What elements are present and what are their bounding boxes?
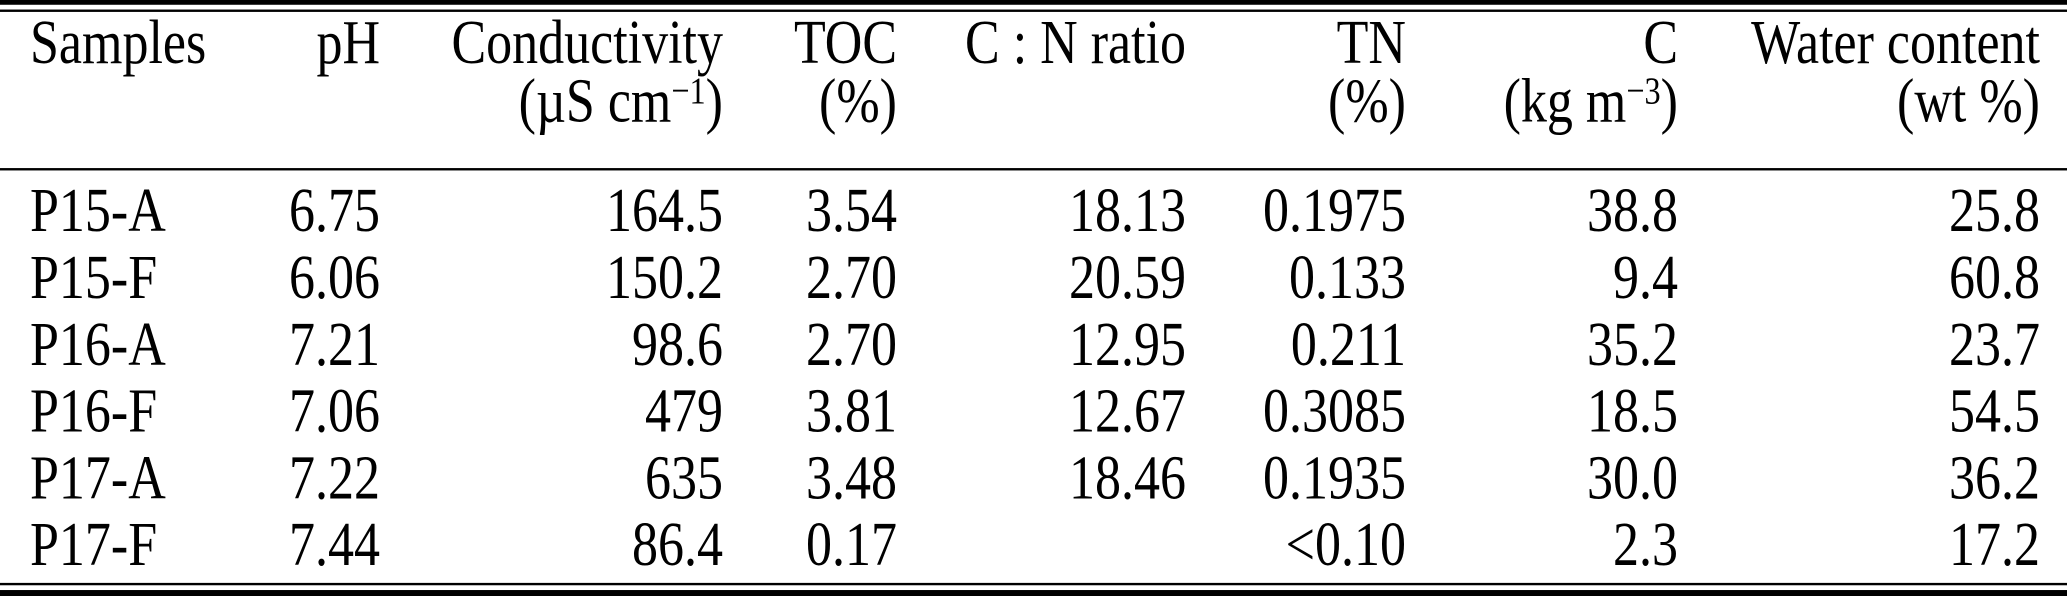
col-header-samples: Samples bbox=[30, 9, 207, 78]
header-rule bbox=[0, 168, 2067, 171]
cell-ph: 6.75 bbox=[289, 177, 380, 246]
cell-tn: 0.133 bbox=[1289, 244, 1406, 313]
cell-toc: 3.48 bbox=[806, 444, 897, 513]
col-header-cn-ratio: C : N ratio bbox=[965, 9, 1186, 78]
table-header: Samples pH Conductivity TOC C : N ratio … bbox=[0, 12, 2040, 168]
cell-water: 23.7 bbox=[1949, 311, 2040, 380]
col-unit-water: (wt %) bbox=[1897, 67, 2040, 136]
col-unit-conductivity: (µS cm−1) bbox=[518, 67, 723, 136]
cell-ph: 7.06 bbox=[289, 377, 380, 446]
cell-conductivity: 635 bbox=[645, 444, 723, 513]
header-units-row: (µS cm−1) (%) (%) (kg m−3) (wt %) bbox=[0, 67, 2040, 168]
cell-ph: 6.06 bbox=[289, 244, 380, 313]
table-row-p15-a: P15-A 6.75 164.5 3.54 18.13 0.1975 38.8 … bbox=[0, 177, 2040, 246]
cell-ph: 7.44 bbox=[289, 511, 380, 580]
cell-c: 2.3 bbox=[1613, 511, 1678, 580]
cell-c: 18.5 bbox=[1587, 377, 1678, 446]
cell-toc: 2.70 bbox=[806, 244, 897, 313]
cell-water: 36.2 bbox=[1949, 444, 2040, 513]
cell-sample: P16-A bbox=[30, 311, 166, 380]
cell-sample: P17-A bbox=[30, 444, 166, 513]
table-row-p15-f: P15-F 6.06 150.2 2.70 20.59 0.133 9.4 60… bbox=[0, 244, 2040, 313]
table-row-p17-f: P17-F 7.44 86.4 0.17 <0.10 2.3 17.2 bbox=[0, 511, 2040, 580]
cell-toc: 3.81 bbox=[806, 377, 897, 446]
col-header-toc: TOC bbox=[793, 9, 897, 78]
bottom-border bbox=[0, 590, 2067, 596]
cell-conductivity: 150.2 bbox=[606, 244, 723, 313]
cell-sample: P15-F bbox=[30, 244, 158, 313]
cell-toc: 3.54 bbox=[806, 177, 897, 246]
cell-cn-ratio: 12.95 bbox=[1069, 311, 1186, 380]
cell-cn-ratio: 12.67 bbox=[1069, 377, 1186, 446]
col-unit-c: (kg m−3) bbox=[1503, 67, 1678, 136]
cell-tn: 0.211 bbox=[1290, 311, 1406, 380]
cell-cn-ratio: 18.13 bbox=[1069, 177, 1186, 246]
cell-conductivity: 98.6 bbox=[632, 311, 723, 380]
cell-ph: 7.22 bbox=[289, 444, 380, 513]
col-header-water: Water content bbox=[1751, 9, 2040, 78]
cell-cn-ratio: 18.46 bbox=[1069, 444, 1186, 513]
cell-water: 60.8 bbox=[1949, 244, 2040, 313]
cell-ph: 7.21 bbox=[289, 311, 380, 380]
cell-cn-ratio: 20.59 bbox=[1069, 244, 1186, 313]
cell-sample: P16-F bbox=[30, 377, 158, 446]
cell-water: 17.2 bbox=[1949, 511, 2040, 580]
col-unit-toc: (%) bbox=[819, 67, 897, 136]
cell-conductivity: 479 bbox=[645, 377, 723, 446]
table-row-p16-a: P16-A 7.21 98.6 2.70 12.95 0.211 35.2 23… bbox=[0, 312, 2040, 379]
cell-c: 30.0 bbox=[1587, 444, 1678, 513]
cell-tn: 0.1975 bbox=[1263, 177, 1406, 246]
col-unit-tn: (%) bbox=[1328, 67, 1406, 136]
cell-tn: 0.1935 bbox=[1263, 444, 1406, 513]
col-header-ph: pH bbox=[316, 9, 380, 78]
top-rule bbox=[0, 9, 2067, 12]
cell-water: 54.5 bbox=[1949, 377, 2040, 446]
col-header-tn: TN bbox=[1336, 9, 1406, 78]
col-unit-ph bbox=[270, 73, 380, 168]
cell-toc: 2.70 bbox=[806, 311, 897, 380]
top-border bbox=[0, 0, 2067, 5]
col-unit-samples bbox=[0, 73, 270, 168]
cell-tn: 0.3085 bbox=[1263, 377, 1406, 446]
cell-toc: 0.17 bbox=[806, 511, 897, 580]
col-unit-cn-ratio bbox=[897, 73, 1186, 168]
cell-sample: P17-F bbox=[30, 511, 158, 580]
cell-c: 38.8 bbox=[1587, 177, 1678, 246]
cell-sample: P15-A bbox=[30, 177, 166, 246]
header-labels-row: Samples pH Conductivity TOC C : N ratio … bbox=[0, 9, 2040, 78]
col-header-conductivity: Conductivity bbox=[451, 9, 723, 78]
table-body: P15-A 6.75 164.5 3.54 18.13 0.1975 38.8 … bbox=[0, 177, 2040, 580]
cell-conductivity: 164.5 bbox=[606, 177, 723, 246]
bottom-rule bbox=[0, 582, 2067, 586]
cell-c: 35.2 bbox=[1587, 311, 1678, 380]
cell-water: 25.8 bbox=[1949, 177, 2040, 246]
cell-conductivity: 86.4 bbox=[632, 511, 723, 580]
cell-cn-ratio bbox=[897, 513, 1186, 580]
table-row-p17-a: P17-A 7.22 635 3.48 18.46 0.1935 30.0 36… bbox=[0, 444, 2040, 513]
col-header-c: C bbox=[1643, 9, 1678, 78]
cell-tn: <0.10 bbox=[1285, 511, 1406, 580]
table-row-p16-f: P16-F 7.06 479 3.81 12.67 0.3085 18.5 54… bbox=[0, 377, 2040, 446]
cell-c: 9.4 bbox=[1613, 244, 1678, 313]
